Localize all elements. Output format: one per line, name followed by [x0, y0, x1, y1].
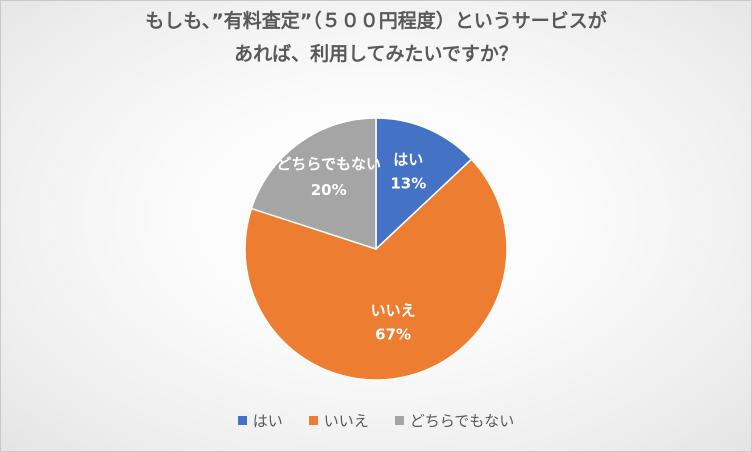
slice-value-label-dochiramonai: 20% [311, 181, 347, 199]
legend-item-iie: いいえ [309, 410, 369, 431]
slice-value-label-hai: 13% [390, 175, 426, 193]
legend-label-dochiramonai: どちらでもない [410, 410, 515, 431]
legend-label-hai: はい [253, 410, 283, 431]
slice-category-label-hai: はい [393, 151, 423, 169]
slice-category-label-iie: いいえ [371, 302, 416, 320]
slice-value-label-iie: 67% [375, 326, 411, 344]
legend: はい いいえ どちらでもない [1, 410, 751, 431]
legend-item-hai: はい [238, 410, 283, 431]
legend-label-iie: いいえ [324, 410, 369, 431]
legend-item-dochiramonai: どちらでもない [395, 410, 515, 431]
legend-swatch-hai [238, 416, 247, 425]
legend-swatch-iie [309, 416, 318, 425]
slice-category-label-dochiramonai: どちらでもない [276, 155, 381, 173]
legend-swatch-dochiramonai [395, 416, 404, 425]
